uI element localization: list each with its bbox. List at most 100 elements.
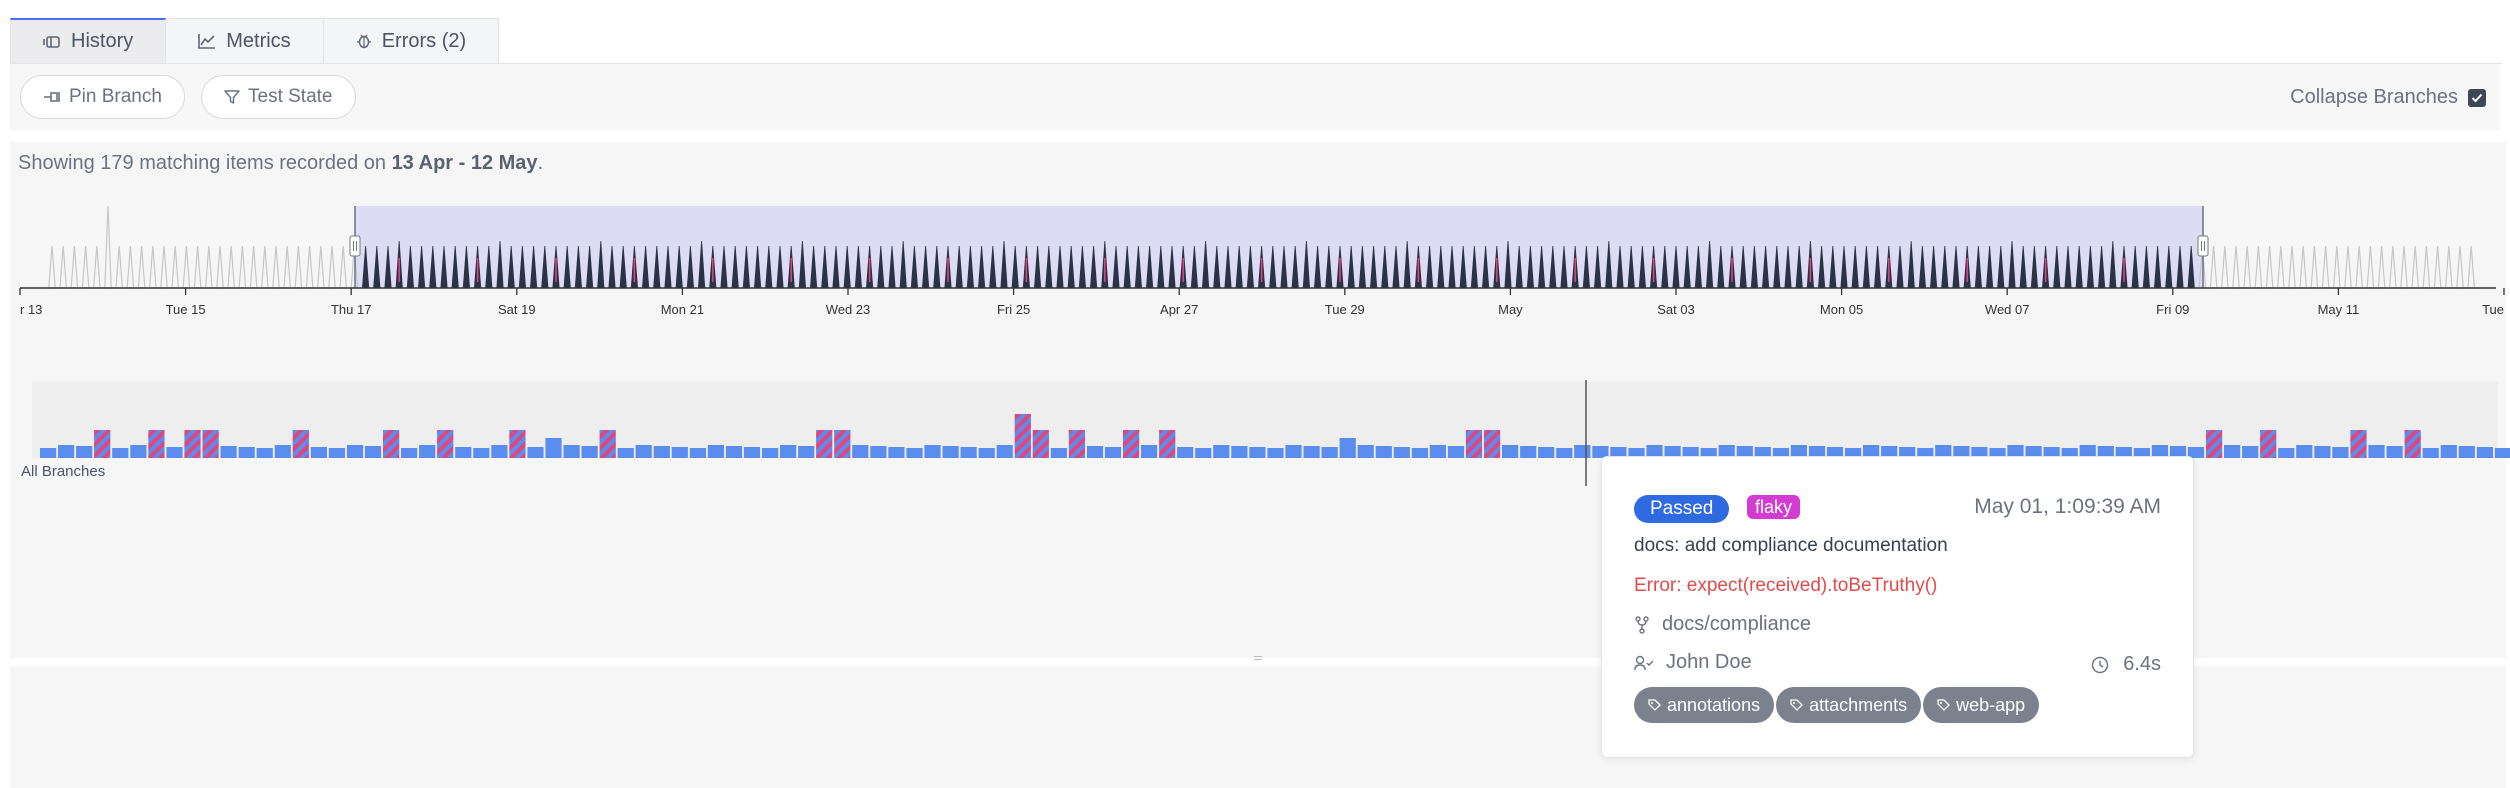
timeline-spike — [81, 245, 90, 289]
timeline-tick-label: May 11 — [2318, 302, 2360, 317]
run-bar — [1610, 447, 1627, 458]
run-bar — [1411, 448, 1428, 458]
run-bar — [1375, 446, 1392, 458]
run-bar — [2278, 448, 2295, 458]
git-branch-icon — [1634, 615, 1650, 634]
timeline-tick-label: Mon 05 — [1820, 302, 1863, 317]
run-bar — [1790, 445, 1807, 458]
run-bar — [1393, 447, 1410, 458]
tab-errors[interactable]: Errors (2) — [323, 18, 500, 64]
timeline-spike — [294, 245, 303, 289]
duration: 6.4s — [2091, 653, 2161, 676]
timeline-tick-label: Tue 15 — [166, 302, 206, 317]
summary-prefix: Showing 179 matching items recorded on — [18, 152, 386, 174]
tag-list: annotations attachments web-app — [1634, 687, 2041, 723]
run-bar — [1556, 448, 1573, 458]
tag-icon — [1648, 698, 1661, 712]
run-bar — [2440, 445, 2457, 458]
run-bar — [978, 448, 995, 458]
run-bar — [256, 448, 273, 458]
clock-icon — [2091, 656, 2109, 674]
run-tooltip: Passed flaky May 01, 1:09:39 AM docs: ad… — [1601, 456, 2194, 758]
summary-suffix: . — [537, 152, 544, 174]
timeline-chart[interactable]: r 13 Tue 15 Thu 17 Sat 19 Mon 21 Wed 23 Fri 25… — [0, 196, 2510, 330]
run-bar — [2332, 447, 2349, 458]
run-bar — [1285, 445, 1302, 458]
timeline-spike — [227, 245, 236, 289]
timeline-spike — [2344, 245, 2352, 289]
test-state-filter-button[interactable]: Test State — [201, 75, 356, 119]
run-bar — [1935, 445, 1952, 458]
tag-chip[interactable]: web-app — [1923, 687, 2040, 723]
run-bar — [1826, 447, 1844, 458]
run-bar — [2404, 430, 2421, 458]
run-bar — [1917, 448, 1934, 458]
timeline-spike — [2209, 245, 2218, 289]
tab-divider — [10, 63, 2502, 64]
run-bar — [220, 446, 237, 458]
run-bar — [1538, 447, 1555, 458]
timeline-spike — [48, 245, 56, 289]
run-bar — [2368, 445, 2385, 458]
selection-range — [355, 206, 2203, 288]
timeline-spike — [2355, 245, 2364, 289]
timeline-spike — [59, 245, 68, 289]
timeline-spike — [339, 245, 348, 289]
timeline-spike — [2220, 245, 2229, 289]
run-bar — [1736, 446, 1753, 458]
run-bar — [2007, 445, 2024, 458]
test-state-label: Test State — [248, 86, 333, 107]
run-bar — [509, 430, 526, 458]
collapse-branches-checkbox[interactable] — [2468, 88, 2486, 107]
run-bar — [1808, 446, 1826, 458]
run-bar — [1357, 445, 1374, 458]
run-bar — [942, 446, 959, 458]
run-bar — [148, 430, 165, 458]
timeline-spike — [2265, 245, 2274, 289]
run-bar — [2224, 445, 2241, 458]
run-bar — [870, 446, 887, 458]
pin-branch-button[interactable]: Pin Branch — [20, 75, 185, 119]
run-bar — [906, 448, 923, 458]
run-bar — [1339, 438, 1356, 458]
tag-chip[interactable]: attachments — [1776, 687, 1922, 723]
timeline-spike — [283, 245, 292, 289]
timeline-tick-label: Wed 07 — [1985, 302, 2030, 317]
timeline-spike — [272, 245, 280, 289]
timeline-spike — [2310, 245, 2319, 289]
run-bar — [455, 447, 472, 458]
timeline-spike — [92, 245, 101, 289]
timeline-spike — [160, 245, 168, 289]
run-bar — [2494, 448, 2510, 458]
run-bar — [2187, 447, 2205, 458]
tab-metrics[interactable]: Metrics — [166, 18, 324, 64]
collapse-branches-toggle[interactable]: Collapse Branches — [2290, 86, 2486, 109]
run-bar — [527, 447, 544, 458]
tag-chip[interactable]: annotations — [1634, 687, 1775, 723]
timeline-spike — [148, 245, 157, 289]
timeline-tick-label: Mon 21 — [661, 302, 704, 317]
run-bar — [2025, 446, 2042, 458]
run-bar — [1159, 430, 1176, 458]
collapse-branches-label: Collapse Branches — [2290, 86, 2458, 108]
timeline-tick-label: Thu 17 — [331, 302, 371, 317]
run-histogram[interactable] — [0, 378, 2510, 488]
tag-label: annotations — [1667, 694, 1761, 715]
run-bar — [184, 430, 201, 458]
tab-history[interactable]: History — [10, 18, 167, 64]
tab-label: Errors (2) — [381, 29, 467, 52]
run-bar — [1267, 448, 1284, 458]
run-bar — [1863, 445, 1880, 458]
run-bar — [834, 430, 851, 458]
resize-handle[interactable] — [1254, 656, 1262, 660]
timeline-spike — [216, 245, 224, 289]
run-bar — [2079, 445, 2096, 458]
run-bar — [1465, 430, 1483, 458]
tag-label: web-app — [1956, 694, 2026, 715]
timeline-spike — [2411, 245, 2420, 289]
bug-icon — [356, 33, 372, 49]
timeline-spike — [182, 245, 191, 289]
error-message: Error: expect(received).toBeTruthy() — [1634, 575, 1938, 596]
run-bar — [1899, 447, 1916, 458]
timeline-spike — [2243, 245, 2252, 289]
